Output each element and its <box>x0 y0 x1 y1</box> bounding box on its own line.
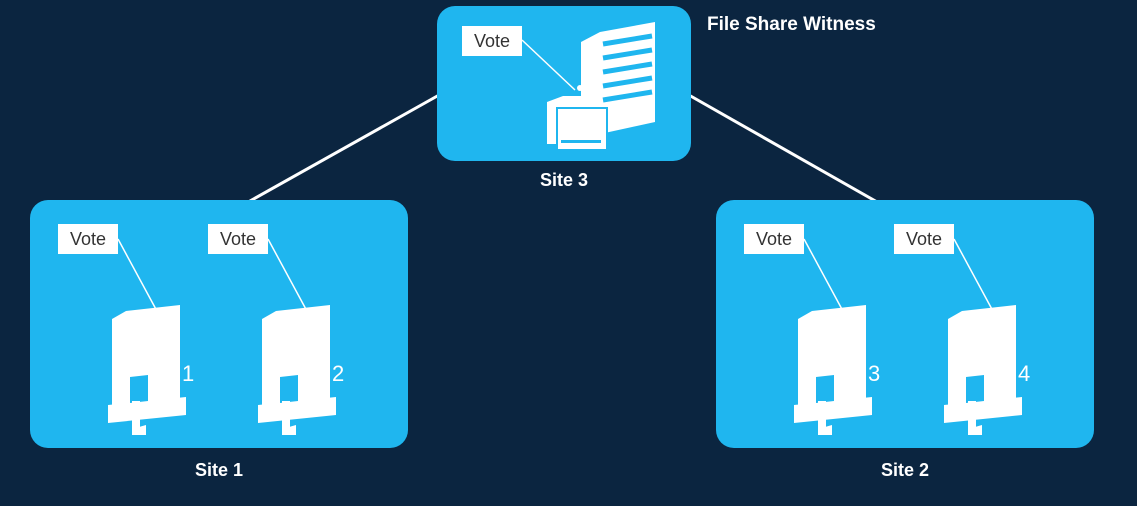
vote-text: Vote <box>474 31 510 52</box>
site2-server-3-number: 3 <box>868 361 880 387</box>
site1-server-2-number: 2 <box>332 361 344 387</box>
site3-vote-tag: Vote <box>462 26 522 56</box>
site2-server-4-vote-tag: Vote <box>894 224 954 254</box>
file-share-witness-icon <box>545 22 675 152</box>
site2-server-4-number: 4 <box>1018 361 1030 387</box>
diagram-canvas: Vote Site 3 File Share Witness Site 1 Si… <box>0 0 1137 506</box>
file-share-witness-label: File Share Witness <box>707 14 876 36</box>
site2-server-3-vote-tag: Vote <box>744 224 804 254</box>
site1-server-1-vote-tag: Vote <box>58 224 118 254</box>
site1-label: Site 1 <box>30 460 408 481</box>
site1-server-1-number: 1 <box>182 361 194 387</box>
site1-server-2-vote-tag: Vote <box>208 224 268 254</box>
site3-label: Site 3 <box>437 170 691 191</box>
site2-label: Site 2 <box>716 460 1094 481</box>
